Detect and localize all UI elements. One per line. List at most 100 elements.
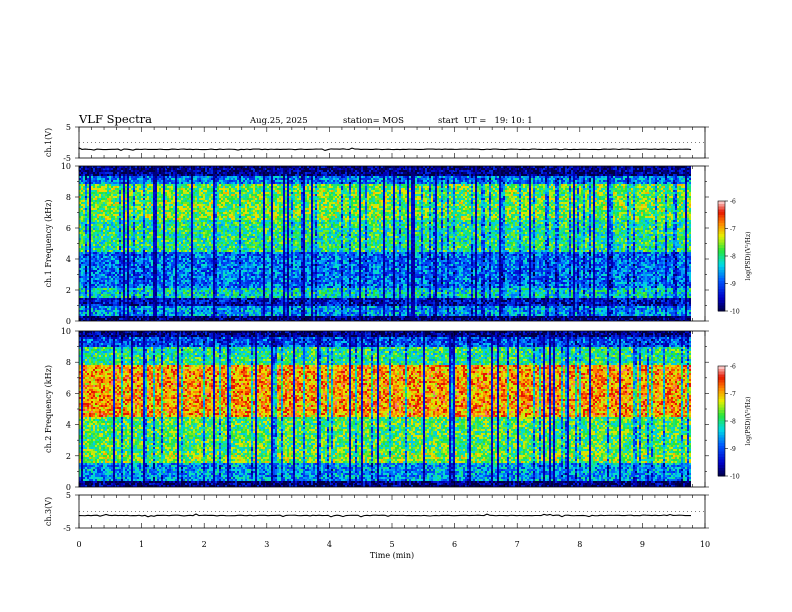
spectrogram-cell [83, 184, 85, 212]
spectrogram-cell [649, 166, 651, 321]
spectrogram-cell [367, 168, 369, 170]
spectrogram-cell [551, 208, 553, 214]
spectrogram-cell [297, 196, 299, 308]
spectrogram-cell [671, 198, 673, 294]
spectrogram-cell [365, 184, 367, 252]
spectrogram-cell [469, 304, 471, 318]
spectrogram-cell [309, 186, 311, 214]
spectrogram-cell [207, 176, 209, 294]
spectrogram-cell [151, 182, 153, 316]
spectrogram-cell [313, 200, 315, 230]
spectrogram-cell [119, 182, 121, 320]
spectrogram-cell [79, 485, 81, 487]
spectrogram-cell [675, 256, 677, 320]
spectrogram-cell [105, 184, 107, 218]
spectrogram-cell [159, 224, 161, 314]
spectrogram-cell [483, 168, 485, 318]
spectrogram-cell [323, 198, 325, 294]
spectrogram-cell [79, 196, 81, 198]
spectrogram-cell [337, 186, 339, 252]
spectrogram-cell [325, 218, 327, 220]
spectrogram-cell [643, 298, 645, 318]
spectrogram-cell [459, 252, 461, 290]
spectrogram-cell [231, 264, 233, 310]
spectrogram-cell [543, 196, 545, 208]
spectrogram-cell [591, 302, 593, 320]
spectrogram-cell [551, 190, 553, 298]
spectrogram-cell [599, 298, 601, 300]
spectrogram-cell [223, 166, 225, 168]
spectrogram-cell [269, 184, 271, 186]
spectrogram-cell [565, 278, 567, 314]
spectrogram-cell [99, 196, 101, 198]
spectrogram-cell [541, 182, 543, 268]
ch1-waveform-panel: 5-5ch.1(V) [44, 123, 709, 163]
spectrogram-cell [637, 198, 639, 296]
spectrogram-cell [81, 188, 83, 190]
spectrogram-cell [399, 186, 401, 250]
spectrogram-cell [197, 186, 199, 310]
spectrogram-cell [403, 168, 405, 318]
spectrogram-cell [101, 343, 103, 471]
spectrogram-cell [137, 463, 139, 475]
spectrogram-cell [125, 202, 127, 218]
spectrogram-cell [685, 182, 687, 321]
spectrogram-cell [85, 230, 87, 310]
spectrogram-cell [133, 190, 135, 314]
spectrogram-cell [107, 302, 109, 304]
spectrogram-cell [593, 176, 595, 316]
spectrogram-cell [165, 252, 167, 302]
spectrogram-cell [675, 166, 677, 321]
spectrogram-cell [495, 190, 497, 218]
spectrogram-cell [273, 274, 275, 308]
spectrogram-cell [237, 302, 239, 306]
spectrogram-cell [675, 210, 677, 212]
spectrogram-cell [127, 341, 129, 345]
spectrogram-cell [595, 206, 597, 296]
spectrogram-cell [227, 188, 229, 190]
spectrogram-cell [637, 318, 639, 320]
spectrogram-cell [439, 168, 441, 174]
spectrogram-cell [195, 276, 197, 298]
spectrogram-cell [647, 192, 649, 194]
spectrogram-cell [579, 192, 581, 226]
spectrogram-cell [239, 250, 241, 321]
spectrogram-cell [433, 176, 435, 314]
spectrogram-cell [119, 343, 121, 475]
spectrogram-cell [585, 190, 587, 252]
spectrogram-cell [161, 188, 163, 190]
spectrogram-cell [329, 298, 331, 300]
spectrogram-cell [551, 300, 553, 318]
spectrogram-cell [623, 252, 625, 302]
spectrogram-cell [105, 379, 107, 463]
spectrogram-cell [475, 188, 477, 292]
spectrogram-cell [591, 206, 593, 250]
spectrogram-cell [127, 367, 129, 389]
spectrogram-cell [367, 178, 369, 320]
spectrogram-cell [617, 176, 619, 320]
spectrogram-cell [569, 170, 571, 306]
spectrogram-cell [213, 184, 215, 298]
spectrogram-cell [275, 302, 277, 304]
spectrogram-cell [129, 196, 131, 296]
spectrogram-cell [565, 214, 567, 252]
spectrogram-cell [211, 302, 213, 310]
spectrogram-cell [297, 170, 299, 312]
spectrogram-cell [177, 190, 179, 250]
spectrogram-cell [125, 357, 127, 447]
spectrogram-cell [457, 194, 459, 292]
spectrogram-cell [91, 202, 93, 242]
spectrogram-cell [277, 178, 279, 310]
spectrogram-cell [395, 188, 397, 216]
spectrogram-cell [101, 176, 103, 318]
spectrogram-cell [457, 258, 459, 316]
spectrogram-cell [309, 318, 311, 320]
spectrogram-cell [455, 180, 457, 296]
spectrogram-cell [375, 204, 377, 236]
spectrogram-cell [147, 200, 149, 312]
spectrogram-cell [107, 186, 109, 310]
spectrogram-cell [243, 258, 245, 316]
spectrogram-cell [373, 176, 375, 298]
spectrogram-cell [103, 341, 105, 347]
spectrogram-cell [375, 184, 377, 294]
